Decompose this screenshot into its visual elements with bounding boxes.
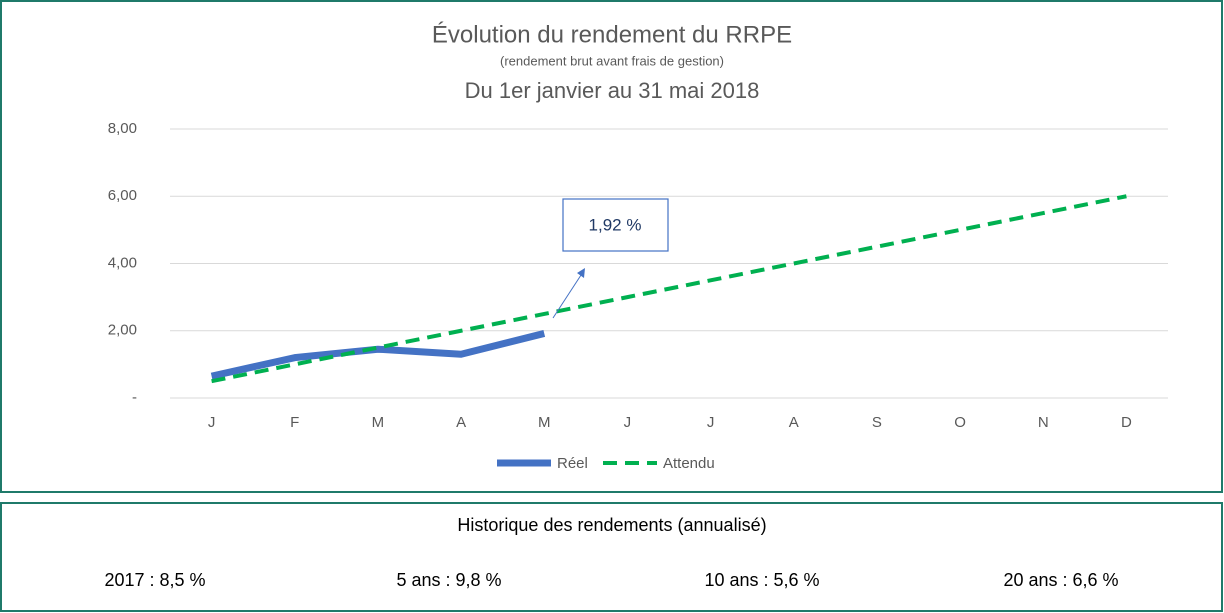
- x-tick-label: M: [538, 414, 551, 431]
- x-tick-label: A: [456, 414, 466, 431]
- y-tick-label: 4,00: [108, 254, 137, 271]
- series-line: [211, 194, 1127, 384]
- annotation-box: [562, 198, 669, 252]
- series-line: [210, 330, 546, 380]
- x-tick-label: D: [1121, 414, 1132, 431]
- annotation-text: 1,92 %: [589, 215, 642, 234]
- chart-subtitle: (rendement brut avant frais de gestion): [500, 53, 724, 68]
- x-tick-label: J: [208, 414, 216, 431]
- legend-label: Attendu: [663, 455, 715, 472]
- history-item: 2017 : 8,5 %: [104, 570, 205, 590]
- y-tick-label: 6,00: [108, 187, 137, 204]
- x-tick-label: M: [372, 414, 385, 431]
- y-tick-label: 8,00: [108, 120, 137, 137]
- x-tick-label: J: [707, 414, 715, 431]
- annotation-arrowhead: [577, 268, 585, 278]
- history-item: 10 ans : 5,6 %: [704, 570, 819, 590]
- history-item: 20 ans : 6,6 %: [1003, 570, 1118, 590]
- y-tick-label: 2,00: [108, 322, 137, 339]
- x-tick-label: N: [1038, 414, 1049, 431]
- history-title: Historique des rendements (annualisé): [457, 515, 766, 535]
- x-tick-label: J: [624, 414, 632, 431]
- chart-period: Du 1er janvier au 31 mai 2018: [465, 78, 760, 103]
- x-tick-label: O: [954, 414, 966, 431]
- annotation-arrow: [552, 271, 584, 319]
- x-tick-label: A: [789, 414, 799, 431]
- x-tick-label: S: [872, 414, 882, 431]
- chart-title: Évolution du rendement du RRPE: [432, 21, 792, 48]
- legend-label: Réel: [557, 455, 588, 472]
- x-tick-label: F: [290, 414, 299, 431]
- history-item: 5 ans : 9,8 %: [396, 570, 501, 590]
- y-tick-label: -: [132, 389, 137, 406]
- history-frame: [0, 502, 1223, 612]
